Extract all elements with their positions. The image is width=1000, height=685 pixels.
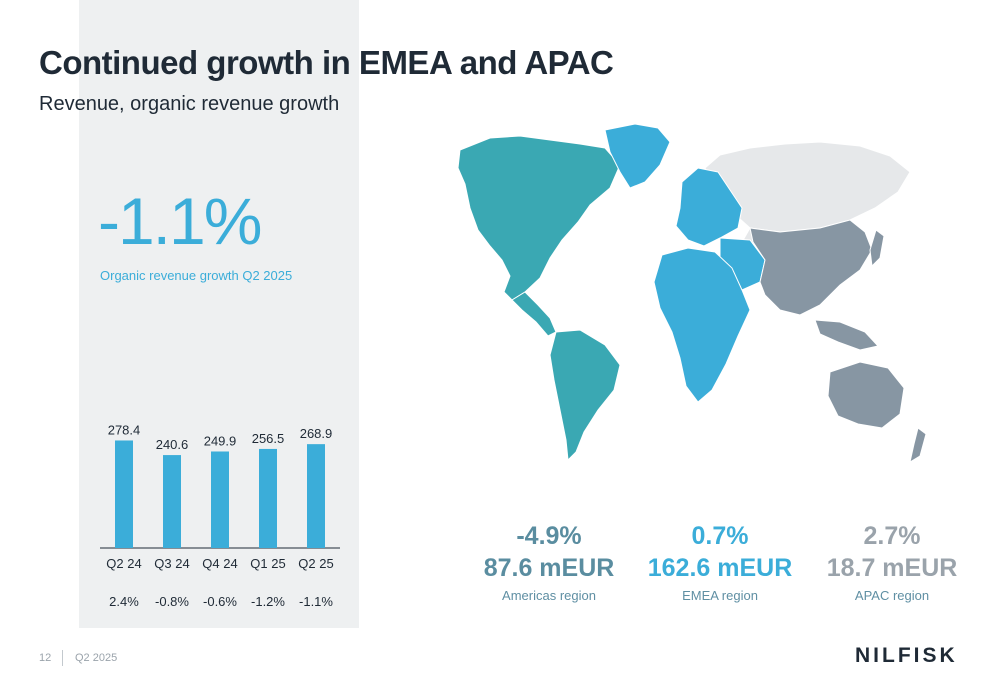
page-title: Continued growth in EMEA and APAC bbox=[39, 44, 614, 81]
map-region-southeast-asia bbox=[814, 319, 879, 351]
bar-2 bbox=[211, 451, 229, 548]
map-emea bbox=[604, 123, 766, 403]
map-region-russia bbox=[704, 141, 911, 233]
map-region-greenland bbox=[604, 123, 671, 189]
bar-value-label-3: 256.5 bbox=[252, 431, 285, 446]
region-apac-name: APAC region bbox=[854, 588, 930, 603]
region-apac-growth: 2.7% bbox=[863, 522, 921, 550]
map-region-europe bbox=[675, 167, 743, 247]
growth-label-3: -1.2% bbox=[251, 594, 285, 609]
bar-4 bbox=[307, 444, 325, 548]
map-americas bbox=[457, 135, 621, 462]
revenue-bar-chart: 278.4 Q2 24 2.4% 240.6 Q3 24 -0.8% 249.9 Q4 24 -… bbox=[100, 422, 340, 609]
region-emea-revenue: 162.6 mEUR bbox=[647, 554, 793, 582]
region-americas: -4.9% 87.6 mEUR Americas region bbox=[464, 520, 634, 603]
growth-label-2: -0.6% bbox=[203, 594, 237, 609]
map-region-africa bbox=[653, 247, 751, 403]
map-region-australia bbox=[827, 361, 905, 429]
footer-period: Q2 2025 bbox=[75, 652, 118, 664]
growth-label-0: 2.4% bbox=[109, 594, 139, 609]
x-tick-label-2: Q4 24 bbox=[202, 556, 237, 571]
nilfisk-logo: NILFISK bbox=[855, 644, 958, 667]
bar-value-label-2: 249.9 bbox=[204, 433, 237, 448]
organic-growth-kpi-value: -1.1% bbox=[98, 184, 262, 258]
map-region-japan bbox=[869, 229, 885, 268]
x-tick-label-4: Q2 25 bbox=[298, 556, 333, 571]
map-region-central-america bbox=[511, 291, 557, 337]
growth-label-4: -1.1% bbox=[299, 594, 333, 609]
region-apac-revenue: 18.7 mEUR bbox=[826, 554, 958, 582]
footer-divider bbox=[62, 650, 63, 666]
map-region-south-america bbox=[549, 329, 621, 462]
region-americas-name: Americas region bbox=[502, 588, 596, 603]
region-americas-growth: -4.9% bbox=[516, 522, 582, 550]
region-apac: 2.7% 18.7 mEUR APAC region bbox=[807, 520, 977, 603]
x-tick-label-3: Q1 25 bbox=[250, 556, 285, 571]
page-number: 12 bbox=[39, 652, 52, 664]
region-emea-name: EMEA region bbox=[682, 588, 758, 603]
bar-3 bbox=[259, 448, 277, 548]
bar-value-label-1: 240.6 bbox=[156, 437, 189, 452]
world-map bbox=[457, 123, 927, 464]
map-apac bbox=[749, 219, 927, 464]
region-americas-revenue: 87.6 mEUR bbox=[483, 554, 615, 582]
bar-value-label-4: 268.9 bbox=[300, 426, 333, 441]
bar-0 bbox=[115, 440, 133, 548]
map-region-asia bbox=[749, 219, 873, 316]
bar-value-label-0: 278.4 bbox=[108, 422, 141, 437]
region-emea: 0.7% 162.6 mEUR EMEA region bbox=[635, 520, 805, 603]
region-emea-growth: 0.7% bbox=[691, 522, 749, 550]
organic-growth-kpi-label: Organic revenue growth Q2 2025 bbox=[100, 268, 293, 283]
page-subtitle: Revenue, organic revenue growth bbox=[39, 93, 340, 115]
growth-label-1: -0.8% bbox=[155, 594, 189, 609]
bar-1 bbox=[163, 455, 181, 548]
map-region-north-america bbox=[457, 135, 621, 301]
map-region-new-zealand bbox=[909, 427, 927, 464]
x-tick-label-1: Q3 24 bbox=[154, 556, 189, 571]
x-tick-label-0: Q2 24 bbox=[106, 556, 141, 571]
